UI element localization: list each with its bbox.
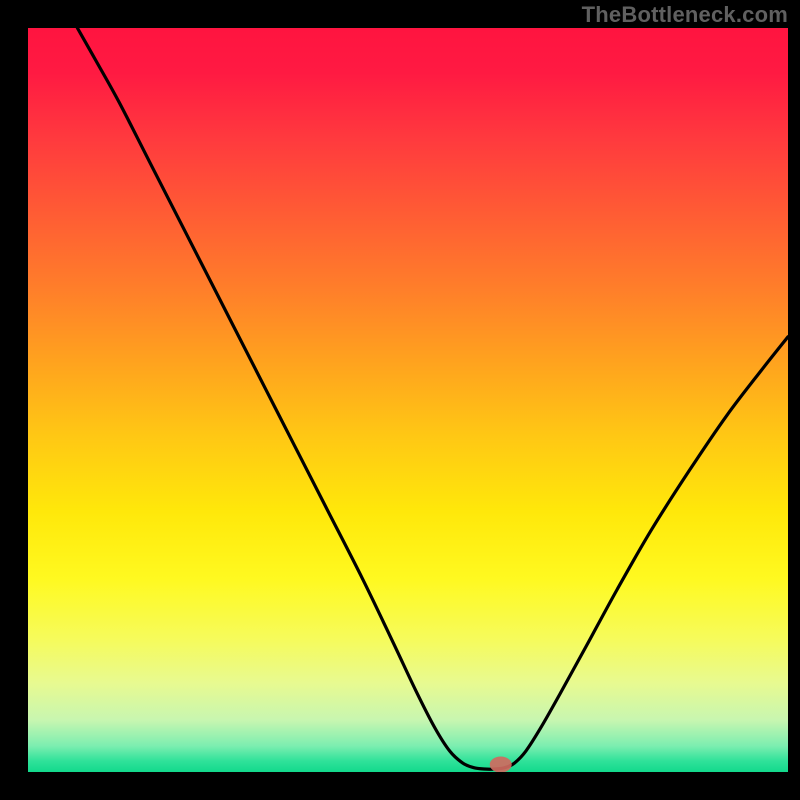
chart-svg <box>0 0 800 800</box>
bottleneck-chart: TheBottleneck.com <box>0 0 800 800</box>
gradient-background <box>28 28 788 772</box>
watermark-text: TheBottleneck.com <box>582 2 788 28</box>
optimal-point-marker <box>490 757 512 773</box>
